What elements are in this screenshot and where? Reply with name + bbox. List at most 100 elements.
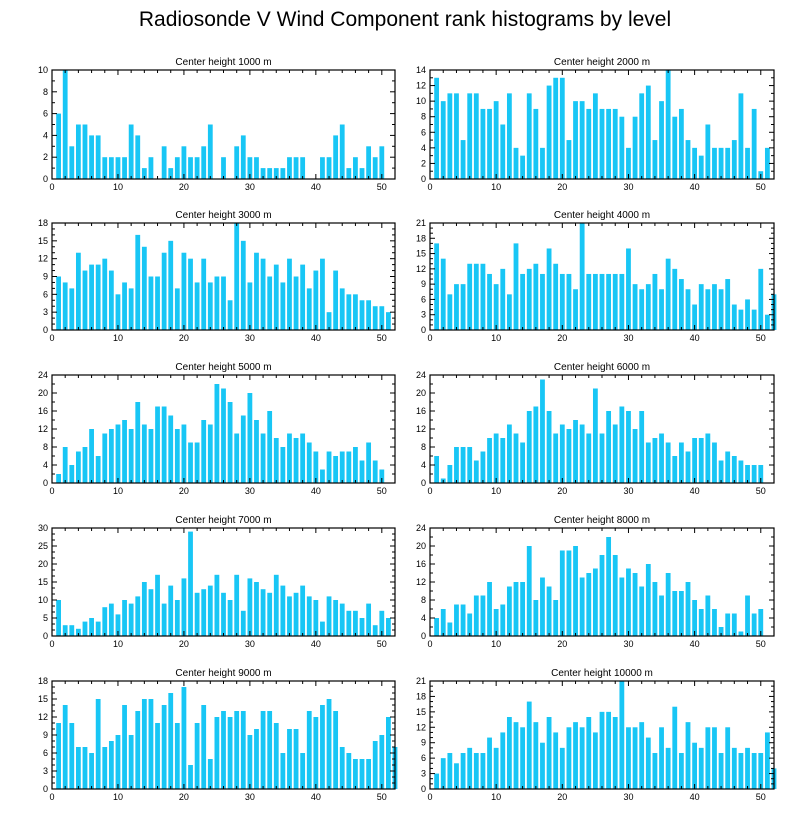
histogram-bar bbox=[619, 577, 625, 636]
histogram-bar bbox=[731, 140, 737, 179]
histogram-bar bbox=[267, 276, 273, 330]
histogram-bar bbox=[573, 420, 578, 483]
y-tick-label: 16 bbox=[416, 559, 426, 569]
x-tick-label: 50 bbox=[377, 639, 387, 649]
histogram-bar bbox=[692, 600, 698, 636]
histogram-bar bbox=[473, 753, 479, 789]
histogram-bar bbox=[738, 460, 744, 483]
histogram-bar bbox=[273, 168, 279, 179]
histogram-bar bbox=[247, 157, 253, 179]
histogram-bar bbox=[698, 747, 704, 789]
y-tick-label: 12 bbox=[416, 264, 426, 274]
histogram-bar bbox=[346, 451, 352, 483]
histogram-bar bbox=[526, 546, 532, 636]
histogram-bar bbox=[665, 70, 671, 179]
histogram-bar bbox=[434, 456, 440, 483]
y-tick-label: 12 bbox=[38, 712, 48, 722]
histogram-bar bbox=[174, 429, 180, 483]
histogram-bar bbox=[599, 555, 605, 636]
histogram-bar bbox=[619, 116, 625, 179]
histogram-bar bbox=[287, 433, 292, 483]
histogram-bar bbox=[194, 282, 200, 330]
histogram-bar bbox=[672, 591, 678, 636]
histogram-bar bbox=[540, 379, 545, 483]
histogram-bar bbox=[645, 284, 651, 330]
histogram-bar bbox=[240, 711, 246, 789]
y-tick-label: 3 bbox=[421, 310, 426, 320]
histogram-bar bbox=[725, 147, 731, 179]
x-tick-label: 10 bbox=[491, 182, 501, 192]
histogram-bar bbox=[181, 424, 187, 483]
histogram-bar bbox=[460, 753, 466, 789]
histogram-bar bbox=[639, 586, 645, 636]
histogram-bar bbox=[254, 420, 259, 483]
y-tick-label: 8 bbox=[421, 112, 426, 122]
histogram-bar bbox=[712, 284, 717, 330]
histogram-bar bbox=[320, 258, 325, 330]
histogram-bar bbox=[540, 273, 545, 330]
histogram-bar bbox=[559, 273, 565, 330]
histogram-bar bbox=[546, 411, 552, 483]
histogram-bar bbox=[89, 264, 94, 330]
histogram-bar bbox=[546, 717, 552, 789]
histogram-bar bbox=[738, 753, 744, 789]
histogram-bar bbox=[460, 447, 466, 483]
histogram-bar bbox=[141, 246, 147, 330]
histogram-bar bbox=[487, 582, 492, 636]
histogram-bar bbox=[62, 705, 68, 789]
histogram-bar bbox=[764, 314, 770, 330]
histogram-bar bbox=[718, 460, 724, 483]
histogram-bar bbox=[75, 628, 81, 636]
histogram-bar bbox=[698, 155, 704, 179]
histogram-bar bbox=[326, 157, 332, 179]
x-tick-label: 20 bbox=[557, 486, 567, 496]
histogram-bar bbox=[632, 284, 638, 330]
histogram-bar bbox=[181, 578, 187, 636]
y-tick-label: 12 bbox=[416, 577, 426, 587]
histogram-bar bbox=[155, 574, 160, 636]
y-tick-label: 0 bbox=[421, 631, 426, 641]
histogram-bar bbox=[533, 722, 539, 789]
histogram-bar bbox=[606, 411, 612, 483]
histogram-bar bbox=[69, 288, 75, 330]
panel-title: Center height 6000 m bbox=[554, 362, 650, 373]
histogram-bar bbox=[731, 613, 737, 636]
histogram-bar bbox=[89, 618, 94, 636]
y-tick-label: 6 bbox=[43, 748, 48, 758]
histogram-bar bbox=[372, 306, 378, 330]
y-tick-label: 18 bbox=[38, 218, 48, 228]
histogram-bar bbox=[300, 753, 306, 789]
histogram-bar bbox=[652, 438, 658, 483]
histogram-bar bbox=[745, 747, 750, 789]
histogram-bar bbox=[493, 101, 499, 179]
y-tick-label: 15 bbox=[416, 249, 426, 259]
histogram-bar bbox=[135, 402, 141, 483]
histogram-bar bbox=[745, 595, 750, 636]
x-tick-label: 30 bbox=[245, 792, 255, 802]
y-tick-label: 12 bbox=[38, 254, 48, 264]
y-tick-label: 15 bbox=[38, 577, 48, 587]
histogram-bar bbox=[240, 610, 246, 636]
histogram-bar bbox=[546, 586, 552, 636]
histogram-bar bbox=[751, 309, 757, 330]
histogram-bar bbox=[645, 85, 651, 179]
x-tick-label: 10 bbox=[113, 792, 123, 802]
histogram-bar bbox=[738, 93, 744, 179]
histogram-bar bbox=[619, 273, 625, 330]
x-tick-label: 0 bbox=[427, 486, 432, 496]
histogram-bar bbox=[300, 585, 306, 636]
histogram-bar bbox=[366, 442, 372, 483]
histogram-bar bbox=[234, 223, 240, 330]
x-tick-label: 10 bbox=[491, 486, 501, 496]
histogram-bar bbox=[751, 613, 757, 636]
histogram-bar bbox=[447, 93, 453, 179]
histogram-bar bbox=[359, 759, 365, 789]
histogram-bar bbox=[526, 701, 532, 789]
histogram-bar bbox=[553, 263, 559, 330]
histogram-bar bbox=[639, 93, 645, 179]
histogram-bar bbox=[652, 140, 658, 179]
x-tick-label: 0 bbox=[427, 333, 432, 343]
histogram-bar bbox=[75, 252, 81, 330]
x-tick-label: 10 bbox=[491, 639, 501, 649]
histogram-bar bbox=[553, 77, 559, 179]
